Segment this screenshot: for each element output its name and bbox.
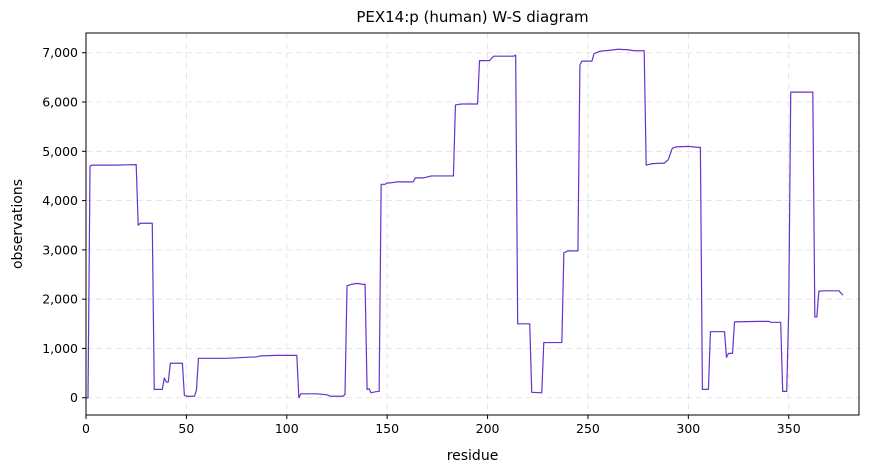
y-axis-ticks: 0 1,000 2,000 3,000 4,000 5,000 6,000 7,000: [42, 45, 86, 405]
y-tick-label: 3,000: [42, 242, 78, 257]
y-tick-label: 0: [70, 390, 78, 405]
y-tick-label: 4,000: [42, 193, 78, 208]
x-tick-label: 100: [275, 421, 299, 436]
x-tick-label: 350: [777, 421, 801, 436]
y-tick-label: 2,000: [42, 292, 78, 307]
y-tick-label: 6,000: [42, 95, 78, 110]
y-tick-label: 1,000: [42, 341, 78, 356]
y-tick-label: 5,000: [42, 144, 78, 159]
grid-lines: [85, 33, 859, 415]
x-tick-label: 200: [476, 421, 500, 436]
series-line-group: [86, 48, 844, 399]
x-tick-label: 150: [375, 421, 399, 436]
x-tick-label: 0: [82, 421, 90, 436]
y-axis-label: observations: [10, 179, 26, 269]
x-axis-label: residue: [447, 448, 499, 464]
x-tick-label: 300: [676, 421, 700, 436]
series-line: [86, 48, 844, 399]
x-axis-ticks: 0 50 100 150 200 250 300 350: [82, 415, 801, 436]
x-tick-label: 250: [576, 421, 600, 436]
chart-title: PEX14:p (human) W-S diagram: [356, 8, 588, 26]
plot-frame: [85, 32, 860, 416]
y-tick-label: 7,000: [42, 45, 78, 60]
x-tick-label: 50: [178, 421, 194, 436]
